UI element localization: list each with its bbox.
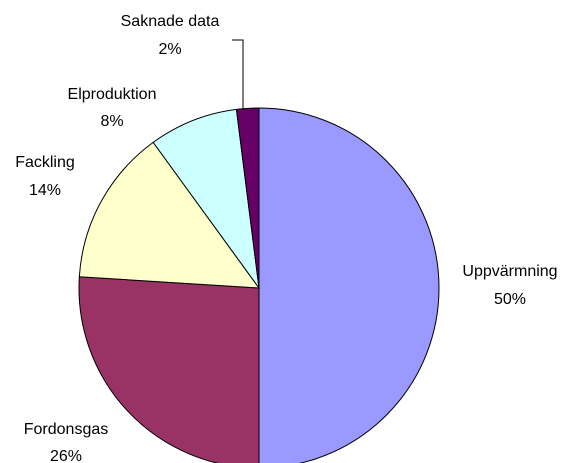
slice-value-label: 8%	[100, 113, 123, 130]
pie-slice	[78, 276, 260, 463]
slice-value-label: 14%	[29, 182, 61, 199]
pie-slice	[258, 107, 440, 463]
pie-slice	[152, 108, 260, 289]
pie-slice	[235, 107, 260, 289]
slice-label: Fackling	[15, 154, 75, 171]
pie-slice	[78, 141, 261, 289]
slice-value-label: 2%	[158, 41, 181, 58]
slice-label: Fordonsgas	[24, 421, 109, 438]
slice-value-label: 26%	[50, 448, 82, 463]
slice-value-label: 50%	[494, 291, 526, 308]
slice-label: Elproduktion	[68, 86, 157, 103]
slice-label: Uppvärmning	[462, 263, 557, 280]
slice-label: Saknade data	[121, 13, 220, 30]
leader-line	[232, 39, 244, 110]
